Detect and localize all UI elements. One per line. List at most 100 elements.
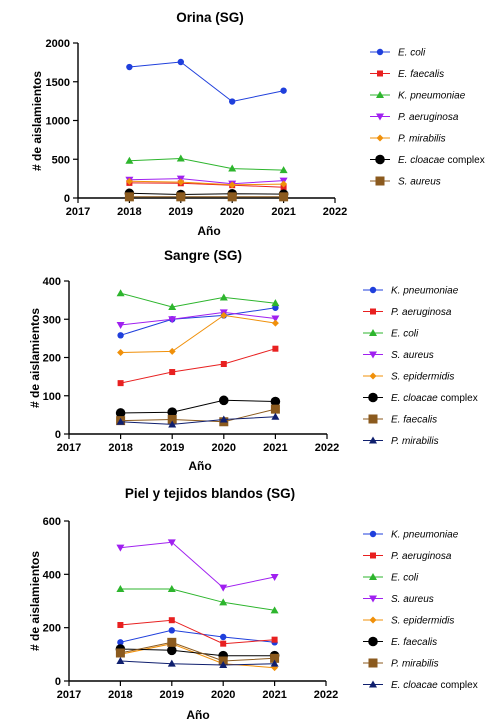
legend-marker	[370, 308, 376, 315]
legend-series-name: K. pneumoniae	[398, 91, 466, 102]
legend-series-name: P. mirabilis	[391, 436, 439, 447]
x-tick-label: 2020	[220, 206, 244, 218]
legend-series-name: K. pneumoniae	[391, 286, 459, 297]
data-point	[227, 192, 237, 202]
data-point	[220, 640, 227, 647]
x-tick-label: 2020	[212, 442, 236, 454]
data-point	[125, 156, 134, 164]
legend-label: E. cloacae complex	[391, 393, 478, 404]
data-point	[280, 180, 288, 188]
data-point	[271, 299, 280, 307]
series-line	[120, 408, 276, 423]
x-ticks: 2017 2018 2019 2020 2021 2022	[66, 198, 347, 218]
legend-marker	[376, 134, 384, 142]
legend-marker	[375, 154, 385, 165]
chart-orina: Orina (SG) # de aislamientos Año 0 500 100…	[30, 10, 485, 238]
data-point	[168, 420, 177, 428]
legend-marker	[369, 616, 377, 624]
y-tick-label: 400	[43, 276, 61, 288]
legend-series-name: E. cloacae	[391, 393, 438, 404]
legend-marker	[369, 286, 377, 294]
legend-series-name: E. cloacae	[391, 680, 438, 691]
x-axis-label: Año	[186, 708, 209, 722]
legend-series-name: E. coli	[391, 573, 419, 584]
x-tick-label: 2020	[211, 689, 235, 701]
chart-title: Piel y tejidos blandos (SG)	[125, 486, 295, 501]
legend-item: K. pneumoniae	[363, 530, 459, 541]
legend-item: S. epidermidis	[363, 372, 454, 383]
legend-series-name: S. epidermidis	[391, 372, 454, 383]
legend-label: P. aeruginosa	[391, 551, 452, 562]
data-point	[168, 303, 177, 311]
series-line	[120, 348, 276, 384]
data-point	[228, 164, 237, 172]
legend-label: K. pneumoniae	[391, 530, 459, 541]
legend-marker	[369, 573, 377, 580]
legend-item: P. aeruginosa	[363, 307, 452, 318]
legend-marker	[369, 680, 377, 688]
series-line	[120, 643, 275, 669]
x-tick-label: 2019	[160, 442, 184, 454]
data-point	[177, 58, 184, 66]
data-point	[176, 192, 186, 202]
data-point	[272, 345, 279, 352]
data-point	[116, 417, 125, 425]
legend-item: E. cloacae complex	[370, 154, 485, 166]
x-tick-label: 2017	[57, 442, 81, 454]
legend-marker	[369, 372, 377, 380]
legend-marker	[376, 91, 384, 98]
plot-area	[115, 289, 281, 428]
legend-label: K. pneumoniae	[398, 91, 466, 102]
legend-label: P. mirabilis	[391, 436, 439, 447]
y-axis-label: # de aislamientos	[28, 308, 42, 408]
series-line	[120, 311, 276, 326]
legend-marker	[369, 351, 377, 359]
legend-series-suffix: complex	[438, 680, 478, 691]
series-line	[120, 648, 275, 657]
legend-series-name: P. aeruginosa	[398, 112, 459, 123]
legend-label: P. aeruginosa	[391, 307, 452, 318]
legend-series-suffix: complex	[438, 393, 478, 404]
legend-series-name: E. faecalis	[391, 637, 437, 648]
legend-item: P. aeruginosa	[370, 112, 459, 123]
y-ticks: 0 500 1000 1500 2000	[46, 38, 78, 205]
x-tick-label: 2021	[271, 206, 295, 218]
legend-marker	[368, 636, 378, 647]
legend-series-name: E. coli	[391, 329, 419, 340]
data-point	[270, 653, 280, 663]
legend-item: P. mirabilis	[370, 134, 446, 145]
legend-series-name: P. mirabilis	[391, 659, 439, 670]
legend-label: P. mirabilis	[398, 134, 446, 145]
data-point	[270, 606, 279, 614]
series-line	[120, 292, 276, 308]
data-point	[270, 574, 279, 581]
plot-area	[124, 58, 289, 202]
y-tick-label: 300	[43, 314, 61, 326]
data-point	[117, 332, 124, 339]
series-line	[129, 180, 284, 186]
x-tick-label: 2017	[66, 206, 90, 218]
plot-area	[115, 539, 280, 672]
data-point	[115, 648, 125, 658]
legend-label: E. coli	[391, 329, 419, 340]
legend-marker	[368, 392, 378, 403]
legend-series-name: S. epidermidis	[391, 616, 454, 627]
legend-label: E. cloacae complex	[398, 155, 485, 166]
legend-series-name: E. coli	[398, 48, 426, 59]
legend-item: P. aeruginosa	[363, 551, 452, 562]
series-line	[120, 314, 276, 353]
legend-series-name: K. pneumoniae	[391, 530, 459, 541]
legend-series-name: E. cloacae	[398, 155, 445, 166]
series-line	[129, 192, 284, 196]
x-tick-label: 2022	[315, 442, 339, 454]
legend-label: P. mirabilis	[391, 659, 439, 670]
legend-item: E. cloacae complex	[363, 680, 478, 691]
chart-title: Orina (SG)	[176, 10, 244, 25]
data-point	[169, 369, 176, 376]
x-ticks: 2017 2018 2019 2020 2021 2022	[57, 681, 338, 701]
x-tick-label: 2018	[117, 206, 141, 218]
legend-marker	[370, 552, 376, 559]
data-point	[219, 293, 228, 301]
x-tick-label: 2021	[262, 689, 286, 701]
y-tick-label: 0	[55, 429, 61, 441]
